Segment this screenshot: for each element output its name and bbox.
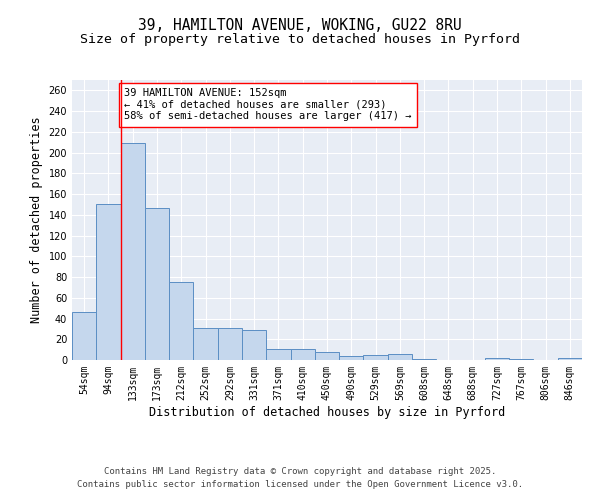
Bar <box>145 208 169 360</box>
Bar <box>242 330 266 360</box>
Bar <box>412 359 436 360</box>
Bar <box>72 312 96 360</box>
Bar <box>290 348 315 360</box>
Bar <box>218 328 242 360</box>
Bar <box>388 354 412 360</box>
Y-axis label: Number of detached properties: Number of detached properties <box>30 116 43 324</box>
X-axis label: Distribution of detached houses by size in Pyrford: Distribution of detached houses by size … <box>149 406 505 418</box>
Text: Contains HM Land Registry data © Crown copyright and database right 2025.
Contai: Contains HM Land Registry data © Crown c… <box>77 468 523 489</box>
Bar <box>169 282 193 360</box>
Bar <box>558 358 582 360</box>
Text: Size of property relative to detached houses in Pyrford: Size of property relative to detached ho… <box>80 32 520 46</box>
Bar <box>485 358 509 360</box>
Bar <box>193 328 218 360</box>
Text: 39 HAMILTON AVENUE: 152sqm
← 41% of detached houses are smaller (293)
58% of sem: 39 HAMILTON AVENUE: 152sqm ← 41% of deta… <box>124 88 412 122</box>
Bar <box>364 355 388 360</box>
Bar <box>121 144 145 360</box>
Bar <box>509 359 533 360</box>
Bar <box>96 204 121 360</box>
Bar <box>339 356 364 360</box>
Text: 39, HAMILTON AVENUE, WOKING, GU22 8RU: 39, HAMILTON AVENUE, WOKING, GU22 8RU <box>138 18 462 32</box>
Bar <box>315 352 339 360</box>
Bar <box>266 348 290 360</box>
